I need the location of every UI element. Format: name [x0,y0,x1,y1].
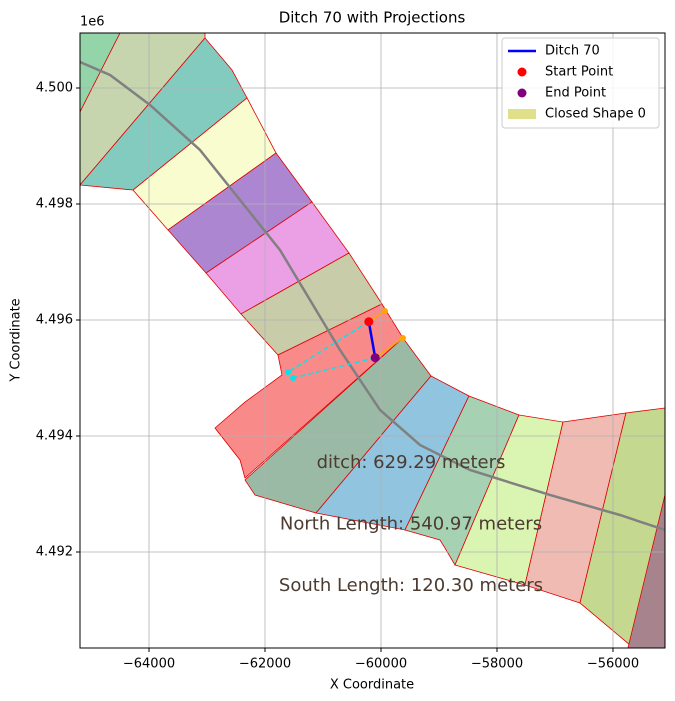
y-axis-label: Y Coordinate [9,298,24,382]
projection-point [284,368,291,375]
legend-swatch [517,67,527,77]
axes-frame [79,32,666,649]
annotation: North Length: 540.97 meters [280,514,542,535]
y-tick-label: 4.500 [36,80,73,95]
y-tick-label: 4.496 [36,312,73,327]
legend-label: End Point [545,86,606,101]
y-tick-label: 4.494 [36,429,73,444]
legend: Ditch 70 Start Point End Point Closed Shape… [501,37,660,129]
ditch-path [80,60,665,532]
legend-swatch [508,109,536,119]
x-tick-label: −60000 [355,657,407,672]
legend-label: Start Point [545,65,613,80]
annotation: South Length: 120.30 meters [279,575,543,596]
projection-line [292,356,376,379]
end-point [370,353,380,363]
x-tick-label: −58000 [471,657,523,672]
start-point [364,317,374,327]
x-tick-label: −56000 [587,657,639,672]
legend-swatch [517,88,527,98]
projection-point [381,308,388,315]
legend-label: Closed Shape 0 [545,107,646,122]
ditch-line [367,321,377,358]
projection-point [399,334,406,341]
x-axis-label: X Coordinate [330,678,414,693]
legend-box [501,37,660,129]
shape [627,494,665,648]
y-tick-label: 4.498 [36,196,73,211]
chart-title: Ditch 70 with Projections [279,9,466,27]
projection-point [290,374,297,381]
x-tick-label: −64000 [123,657,175,672]
y-offset-label: 1e6 [80,15,105,30]
shape [244,337,432,514]
projection-line [374,337,404,359]
y-tick-label: 4.492 [36,545,73,560]
shape [214,303,404,479]
legend-label: Ditch 70 [545,44,600,59]
annotation: ditch: 629.29 meters [317,452,506,473]
plot-area [80,33,665,648]
x-tick-label: −62000 [239,657,291,672]
